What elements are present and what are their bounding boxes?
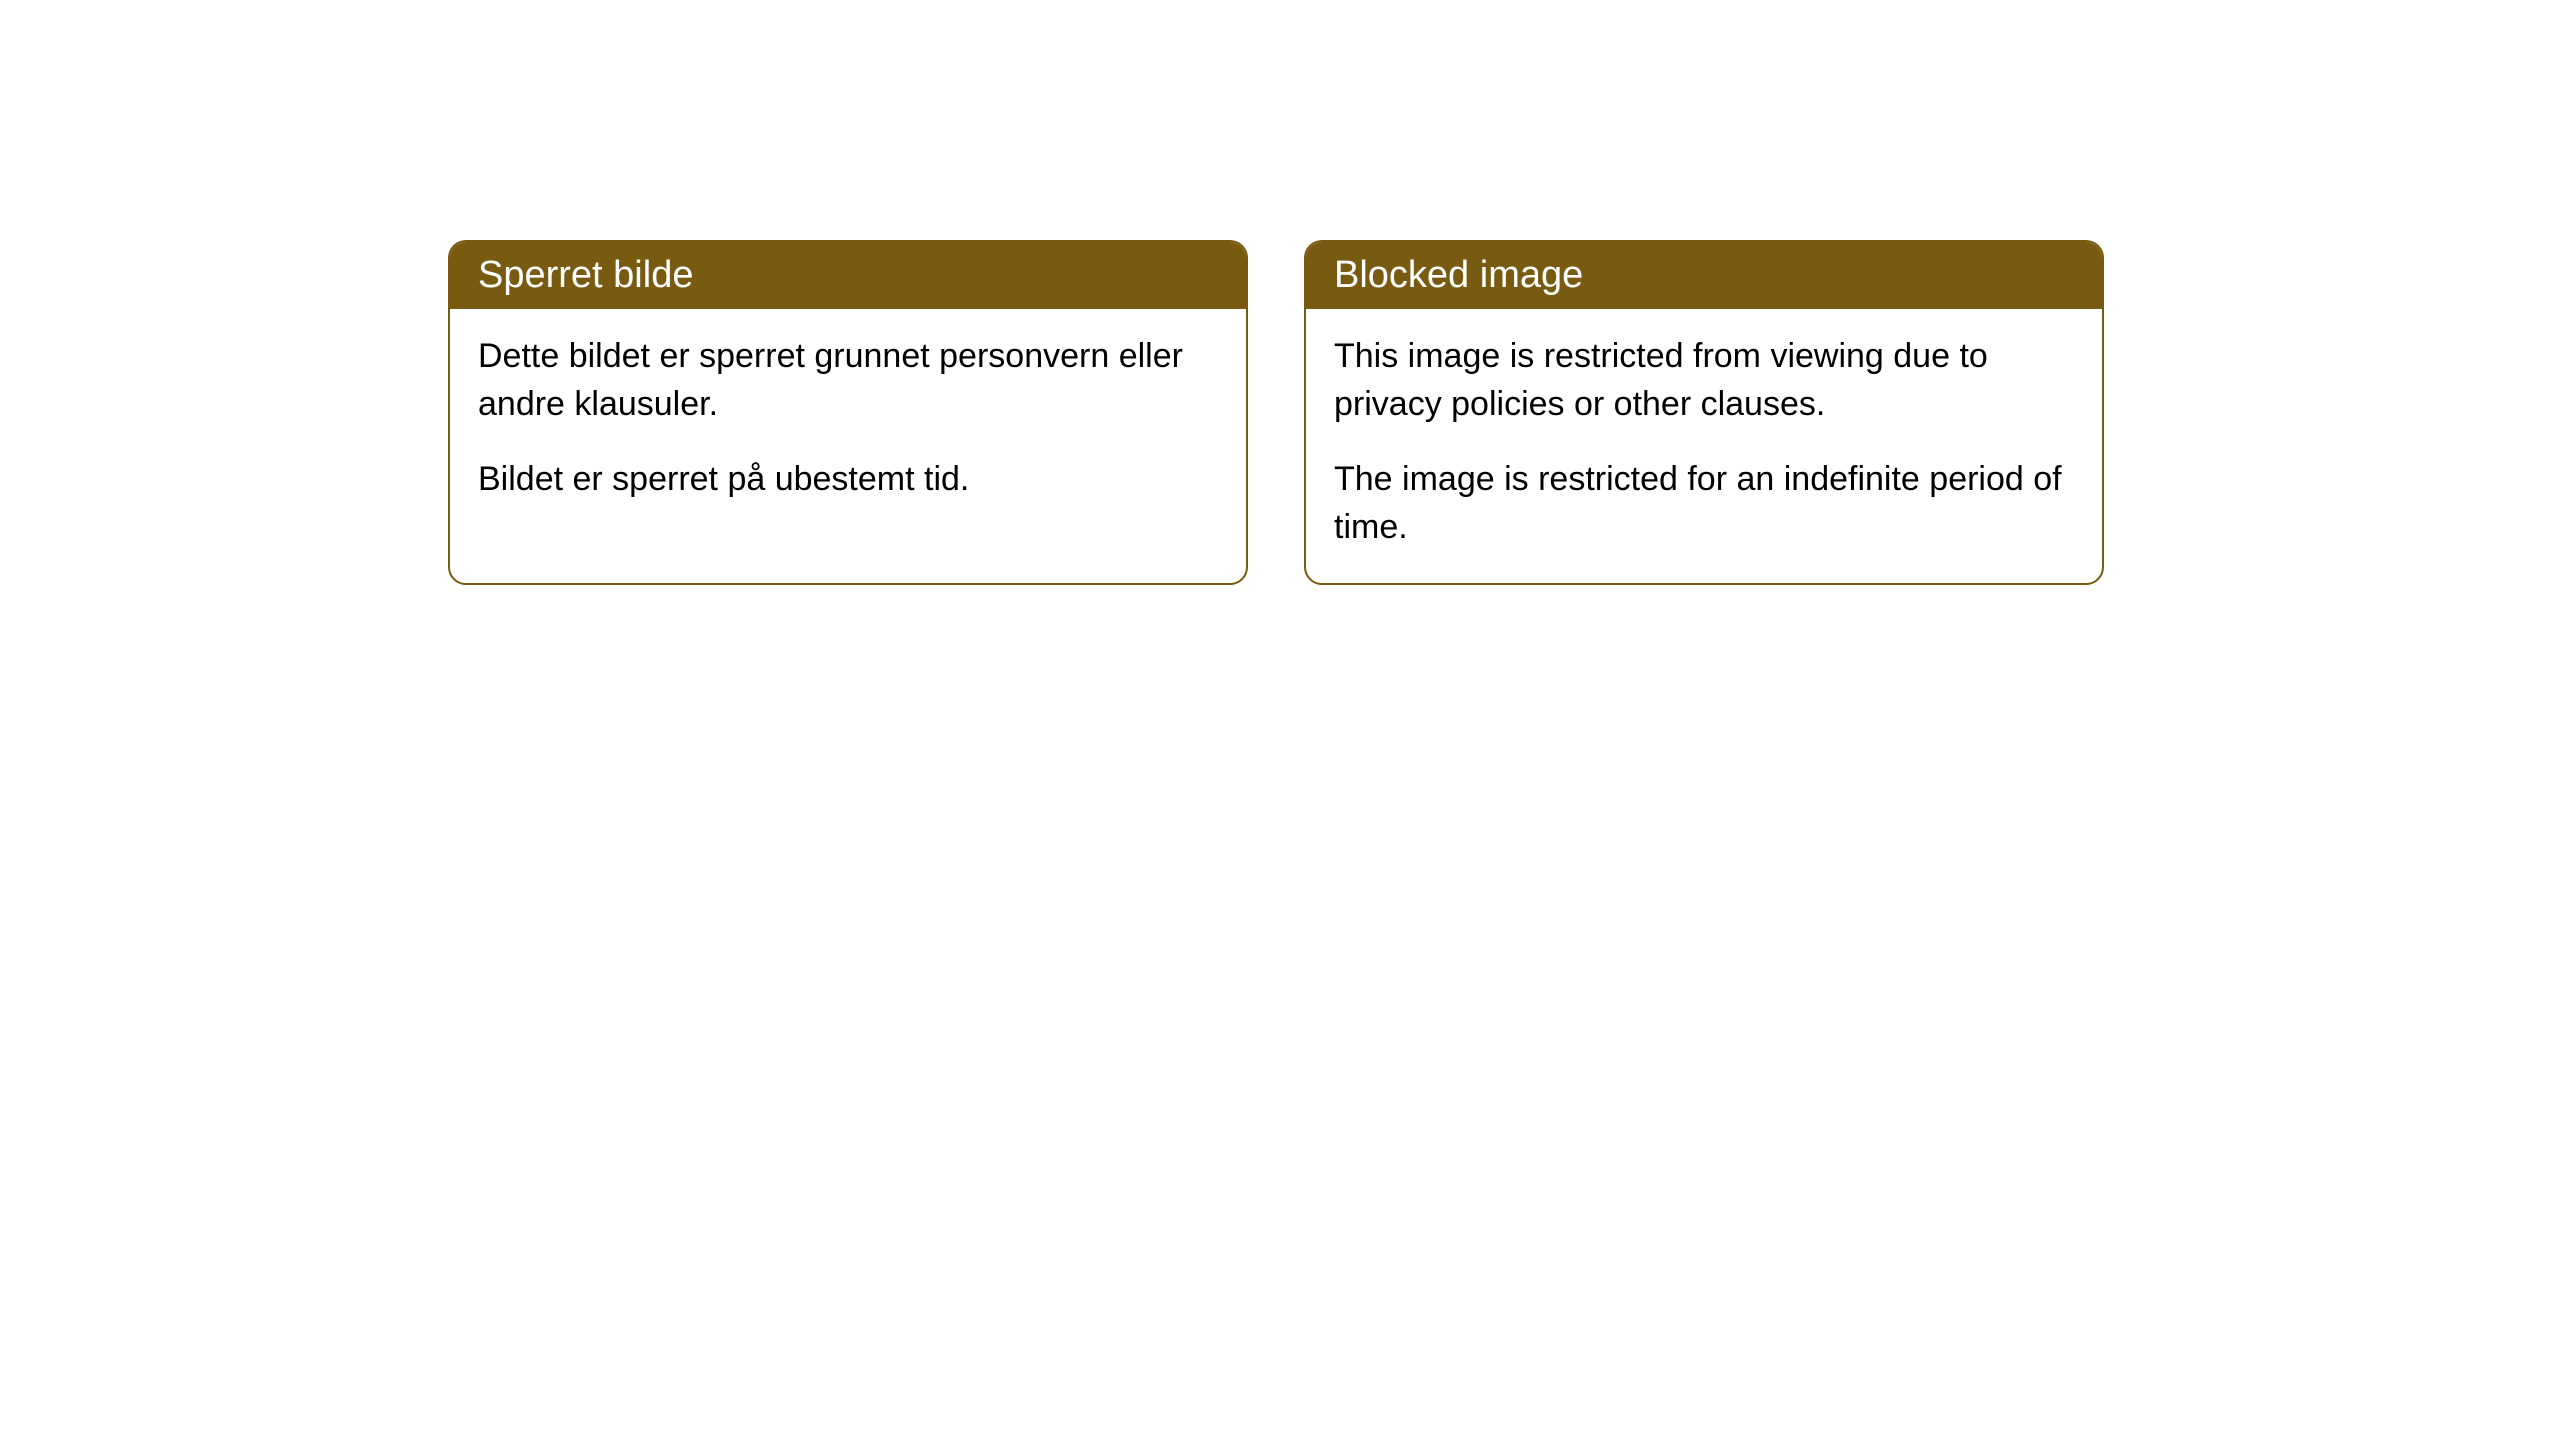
card-header: Sperret bilde [450, 242, 1246, 309]
card-paragraph: Bildet er sperret på ubestemt tid. [478, 456, 1218, 504]
card-paragraph: This image is restricted from viewing du… [1334, 333, 2074, 428]
card-paragraph: Dette bildet er sperret grunnet personve… [478, 333, 1218, 428]
blocked-image-card-no: Sperret bilde Dette bildet er sperret gr… [448, 240, 1248, 585]
card-body: Dette bildet er sperret grunnet personve… [450, 309, 1246, 536]
card-body: This image is restricted from viewing du… [1306, 309, 2102, 583]
card-header: Blocked image [1306, 242, 2102, 309]
blocked-image-card-en: Blocked image This image is restricted f… [1304, 240, 2104, 585]
cards-container: Sperret bilde Dette bildet er sperret gr… [448, 240, 2560, 585]
card-paragraph: The image is restricted for an indefinit… [1334, 456, 2074, 551]
